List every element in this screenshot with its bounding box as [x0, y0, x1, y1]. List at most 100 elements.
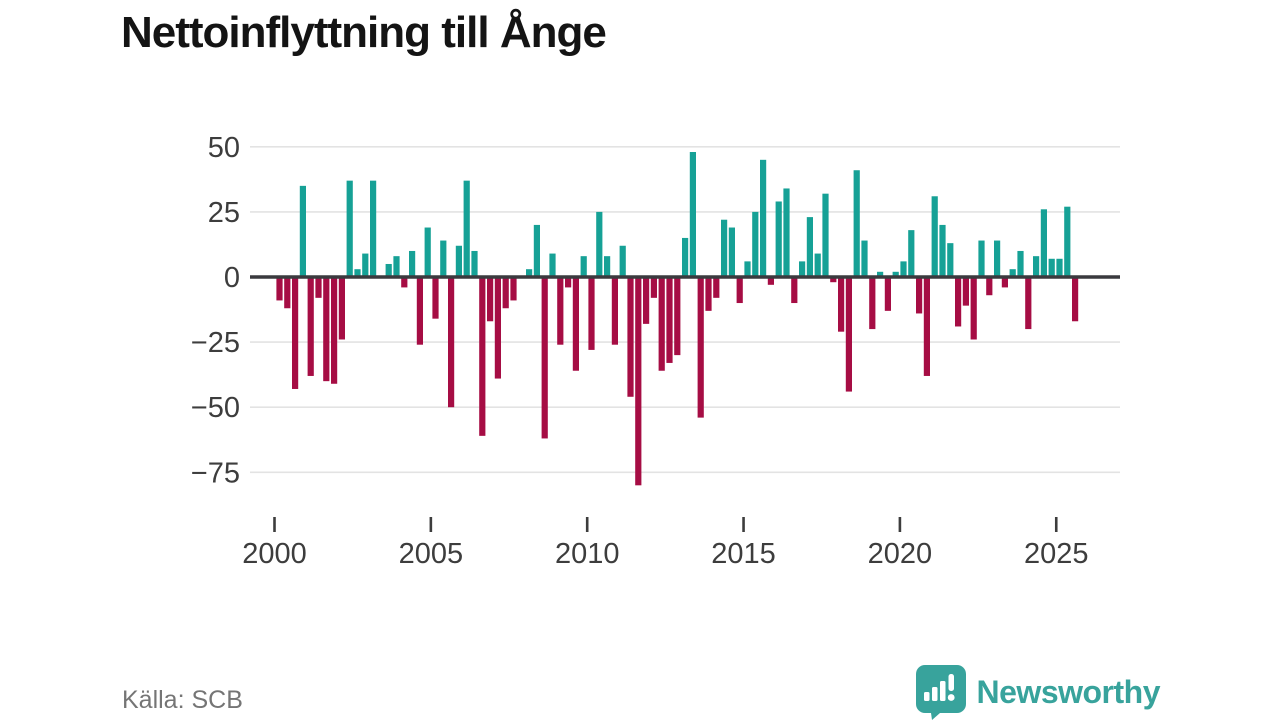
bar [775, 201, 782, 277]
bar [916, 277, 923, 314]
bar [276, 277, 283, 301]
bar-chart: 50 25 0 −25 −50 −75 2000 2005 2010 2015 2020 2025 [191, 132, 1120, 570]
bar [409, 250, 416, 277]
bar [463, 180, 470, 277]
bar [760, 159, 767, 277]
bar [331, 277, 338, 384]
bar [565, 277, 572, 288]
x-tick-label: 2005 [399, 538, 464, 570]
bar [541, 277, 548, 439]
bar [510, 277, 517, 301]
bar [323, 277, 330, 382]
chart-title: Nettoinflyttning till Ånge [121, 8, 607, 57]
bar [604, 256, 611, 277]
bar [292, 277, 299, 389]
bar [666, 277, 673, 363]
y-tick-label: 50 [208, 132, 240, 164]
x-tick-label: 2010 [555, 538, 620, 570]
bar [299, 185, 306, 277]
bar [549, 253, 556, 277]
bar [994, 240, 1001, 277]
bar [284, 277, 291, 309]
bar [393, 256, 400, 277]
bar [650, 277, 657, 298]
bar [1048, 258, 1055, 277]
bar [1001, 277, 1008, 288]
newsworthy-logo: Newsworthy [915, 664, 1161, 720]
bar [705, 277, 712, 311]
bar [728, 227, 735, 277]
bar [892, 271, 899, 277]
bar [533, 224, 540, 277]
y-tick-label: −75 [191, 457, 240, 489]
y-tick-label: −25 [191, 327, 240, 359]
bar [822, 193, 829, 277]
bar [596, 211, 603, 277]
bar [401, 277, 408, 288]
bar [845, 277, 852, 392]
bar [307, 277, 314, 376]
newsworthy-logo-icon [915, 665, 966, 720]
bar [978, 240, 985, 277]
bar [526, 269, 533, 277]
x-tick-label: 2025 [1024, 538, 1089, 570]
bar [939, 224, 946, 277]
bar [557, 277, 564, 345]
bar [385, 263, 392, 277]
bar [986, 277, 993, 296]
bar [494, 277, 501, 379]
bar [838, 277, 845, 332]
bar [1025, 277, 1032, 330]
bar [970, 277, 977, 340]
bar [713, 277, 720, 298]
bar [502, 277, 509, 309]
newsworthy-logo-text: Newsworthy [976, 673, 1161, 710]
bar [853, 170, 860, 277]
bar [658, 277, 665, 371]
bar [346, 180, 353, 277]
bar [877, 271, 884, 277]
bar [830, 277, 837, 283]
bar [572, 277, 579, 371]
bar [471, 250, 478, 277]
x-tick-label: 2000 [242, 538, 307, 570]
bar [955, 277, 962, 327]
bar [806, 217, 813, 277]
bar [931, 196, 938, 277]
bar [697, 277, 704, 418]
bar [619, 245, 626, 277]
bar [1064, 206, 1071, 277]
bar [962, 277, 969, 306]
bar [635, 277, 642, 486]
bar [424, 227, 431, 277]
bar [767, 277, 774, 285]
bar [362, 253, 369, 277]
bar [721, 219, 728, 277]
bar [884, 277, 891, 311]
bar [736, 277, 743, 304]
bar [861, 240, 868, 277]
bar [580, 256, 587, 277]
bar [1017, 250, 1024, 277]
bar [479, 277, 486, 436]
y-tick-label: −50 [191, 392, 240, 424]
source-label: Källa: SCB [122, 686, 243, 714]
bar [1040, 209, 1047, 277]
bar [611, 277, 618, 345]
bar [752, 211, 759, 277]
bar [1072, 277, 1079, 322]
bar [783, 188, 790, 277]
bar [869, 277, 876, 330]
bar [799, 261, 806, 277]
x-tick-label: 2015 [711, 538, 776, 570]
bar [1056, 258, 1063, 277]
bar [627, 277, 634, 397]
bar [487, 277, 494, 322]
x-tick-label: 2020 [868, 538, 933, 570]
bar [588, 277, 595, 350]
bar [455, 245, 462, 277]
bar [814, 253, 821, 277]
bar [744, 261, 751, 277]
bar [643, 277, 650, 324]
